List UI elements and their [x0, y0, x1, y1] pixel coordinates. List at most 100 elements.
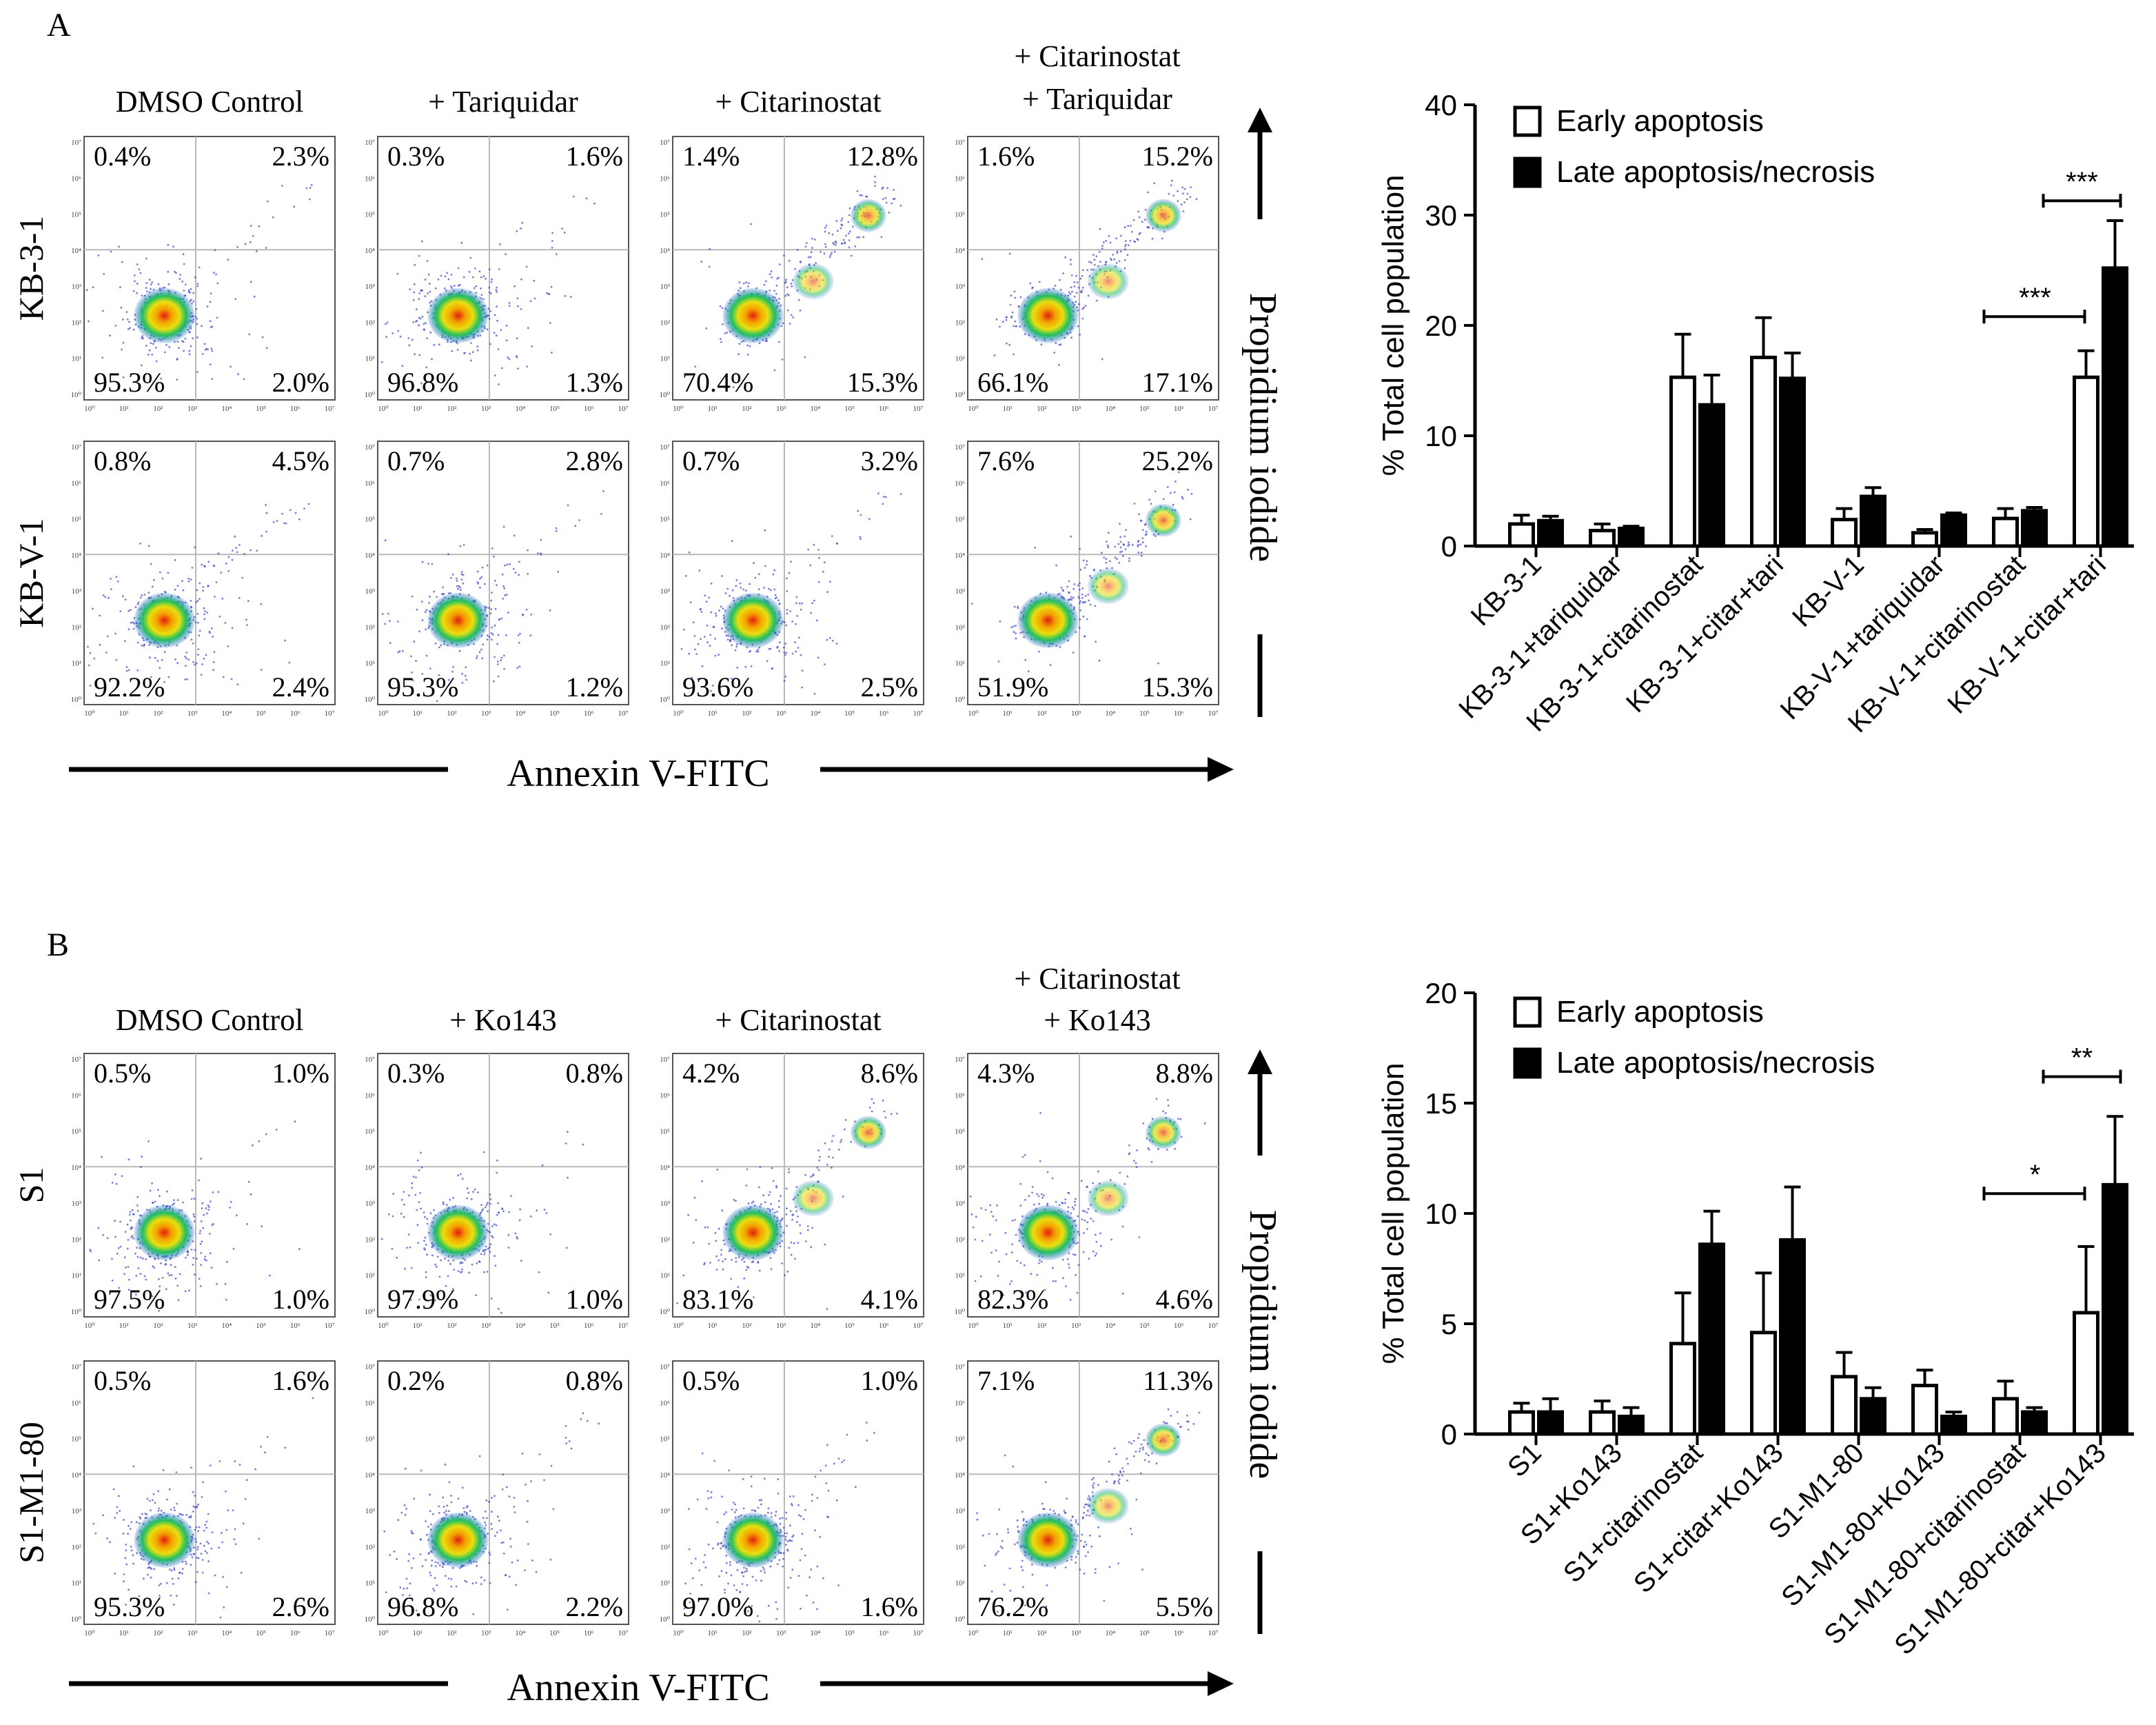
event-dot	[1077, 596, 1080, 598]
y-tick-label: 10¹	[660, 1272, 670, 1280]
event-dot	[128, 669, 130, 672]
event-dot	[525, 265, 528, 268]
event-dot	[1144, 219, 1146, 221]
event-dot	[426, 337, 429, 339]
event-dot	[236, 245, 238, 248]
event-dot	[848, 207, 851, 210]
event-dot	[151, 1182, 154, 1184]
event-dot	[451, 573, 454, 576]
event-dot	[438, 1275, 441, 1278]
x-tick-label: 10³	[1071, 709, 1081, 718]
event-dot	[1107, 546, 1110, 549]
event-dot	[428, 602, 431, 604]
event-dot	[216, 282, 219, 285]
y-tick-label: 10⁶	[365, 479, 375, 487]
event-dot	[758, 1269, 761, 1272]
event-dot	[1110, 257, 1112, 260]
event-dot	[565, 1142, 567, 1144]
event-dot	[740, 587, 742, 589]
event-dot	[744, 665, 747, 668]
event-dot	[1059, 343, 1062, 345]
event-dot	[213, 651, 216, 654]
event-dot	[708, 265, 711, 268]
event-dot	[411, 1182, 414, 1184]
quadrant-ul: 7.6%	[977, 445, 1035, 476]
event-dot	[508, 358, 511, 361]
event-dot	[489, 343, 491, 345]
event-dot	[476, 345, 479, 347]
event-dot	[403, 1203, 405, 1206]
event-dot	[711, 685, 714, 687]
event-dot	[785, 1213, 788, 1215]
event-dot	[124, 1231, 127, 1233]
event-dot	[531, 345, 533, 347]
event-dot	[174, 270, 176, 273]
event-dot	[847, 221, 850, 223]
event-dot	[229, 1207, 232, 1209]
event-dot	[465, 678, 468, 681]
x-tick-label: 10⁵	[256, 709, 266, 718]
event-dot	[235, 547, 237, 549]
event-dot	[148, 592, 150, 594]
y-tick-label: 10⁵	[365, 1128, 375, 1136]
y-tick-label: 10¹	[365, 1272, 375, 1280]
event-dot	[500, 659, 502, 662]
event-dot	[309, 187, 312, 189]
event-dot	[260, 603, 263, 605]
event-dot	[778, 1206, 780, 1208]
event-dot	[449, 1198, 451, 1201]
event-dot	[746, 285, 749, 288]
event-dot	[493, 1223, 496, 1226]
event-dot	[1182, 192, 1184, 195]
event-dot	[288, 661, 291, 664]
quadrant-ul: 1.4%	[682, 141, 740, 172]
event-dot	[497, 348, 500, 350]
event-dot	[788, 1247, 790, 1249]
event-dot	[529, 1215, 532, 1218]
event-dot	[447, 1275, 449, 1278]
event-dot	[276, 520, 278, 522]
event-dot	[143, 594, 146, 596]
event-dot	[168, 346, 171, 348]
event-dot	[891, 202, 893, 205]
event-dot	[1046, 1171, 1049, 1173]
event-dot	[416, 308, 418, 310]
event-dot	[547, 1291, 550, 1294]
event-dot	[500, 367, 503, 370]
event-dot	[459, 545, 462, 547]
event-dot	[127, 327, 130, 330]
event-dot	[418, 354, 421, 356]
event-dot	[823, 561, 826, 564]
event-dot	[444, 275, 447, 278]
event-dot	[1139, 519, 1142, 522]
event-dot	[218, 615, 221, 618]
x-tick-label: 10³	[776, 709, 786, 718]
event-dot	[1182, 210, 1185, 212]
event-dot	[720, 605, 722, 608]
event-dot	[484, 583, 486, 585]
event-dot	[418, 630, 420, 633]
y-tick-label: 10⁵	[660, 1128, 670, 1136]
event-dot	[209, 301, 212, 303]
event-dot	[817, 1169, 820, 1171]
event-dot	[795, 1210, 798, 1213]
event-dot	[431, 563, 434, 565]
event-dot	[822, 570, 824, 573]
event-dot	[496, 305, 498, 308]
quadrant-ll: 66.1%	[977, 367, 1048, 398]
event-dot	[1088, 261, 1090, 263]
event-dot	[429, 596, 431, 598]
event-dot	[490, 599, 493, 602]
quadrant-ur: 15.2%	[1142, 141, 1213, 172]
event-dot	[148, 656, 151, 659]
event-dot	[414, 263, 416, 266]
event-dot	[101, 356, 104, 359]
event-dot	[1086, 563, 1088, 566]
event-dot	[141, 364, 143, 367]
event-dot	[247, 1180, 250, 1183]
event-dot	[751, 1202, 753, 1204]
event-dot	[480, 1253, 482, 1255]
event-dot	[210, 1200, 212, 1203]
event-dot	[420, 1151, 422, 1154]
event-dot	[438, 343, 440, 346]
